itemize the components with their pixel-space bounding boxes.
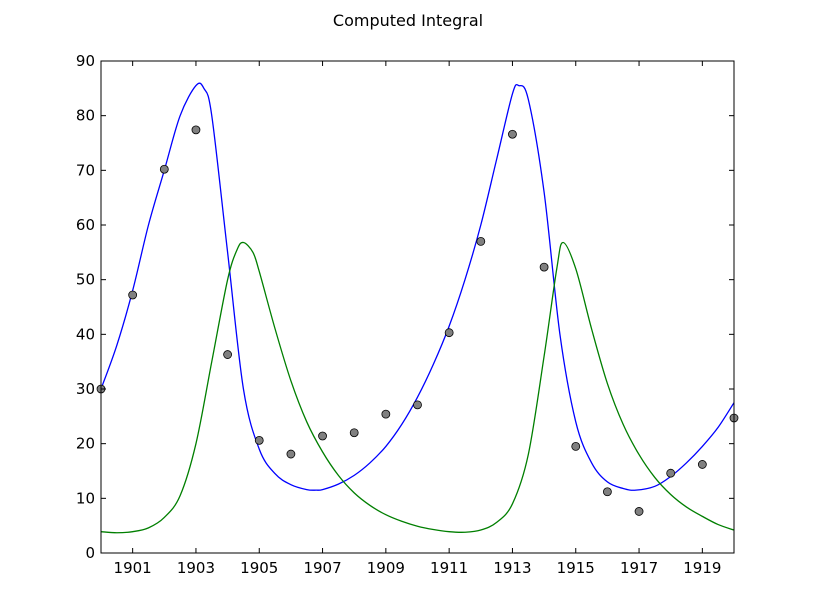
data-point xyxy=(666,468,676,478)
plot-frame xyxy=(100,60,735,554)
ticks-layer: 1901 1903 1905 1907 1909 1911 1913 1915 1917 1919… xyxy=(76,52,734,577)
y-tick-label: 40 xyxy=(76,325,95,343)
data-point xyxy=(539,262,549,272)
data-point xyxy=(128,290,138,300)
y-tick-label: 30 xyxy=(76,380,95,398)
data-point xyxy=(381,409,391,419)
data-point xyxy=(191,125,201,135)
x-tick-label: 1903 xyxy=(177,559,215,577)
data-point xyxy=(254,435,264,445)
y-tick-label: 60 xyxy=(76,216,95,234)
y-tick-label: 0 xyxy=(85,544,95,562)
x-tick-label: 1907 xyxy=(303,559,341,577)
data-point xyxy=(286,449,296,459)
data-point xyxy=(349,428,359,438)
chart-title: Computed Integral xyxy=(333,11,483,30)
x-tick-label: 1915 xyxy=(557,559,595,577)
data-point xyxy=(634,507,644,516)
points-layer xyxy=(96,125,739,516)
y-tick-label: 80 xyxy=(76,107,95,125)
y-tick-label: 90 xyxy=(76,52,95,70)
series-line-1 xyxy=(101,82,734,491)
data-point xyxy=(444,328,454,338)
x-tick-label: 1911 xyxy=(430,559,468,577)
x-tick-label: 1909 xyxy=(367,559,405,577)
series-line-2 xyxy=(101,241,734,534)
data-point xyxy=(223,350,233,359)
x-tick-label: 1917 xyxy=(620,559,658,577)
x-tick-label: 1919 xyxy=(683,559,721,577)
data-point xyxy=(159,164,169,174)
x-tick-label: 1901 xyxy=(114,559,152,577)
data-point xyxy=(571,441,581,451)
data-point xyxy=(508,129,517,139)
data-point xyxy=(603,487,612,497)
series-layer xyxy=(101,82,734,534)
data-point xyxy=(697,460,707,469)
x-tick-label: 1913 xyxy=(493,559,531,577)
y-tick-label: 10 xyxy=(76,489,95,507)
data-point xyxy=(318,431,327,441)
data-point xyxy=(413,400,422,410)
data-point xyxy=(476,236,486,246)
x-tick-label: 1905 xyxy=(240,559,278,577)
y-tick-label: 70 xyxy=(76,161,95,179)
y-tick-label: 20 xyxy=(76,435,95,453)
y-tick-label: 50 xyxy=(76,271,95,289)
